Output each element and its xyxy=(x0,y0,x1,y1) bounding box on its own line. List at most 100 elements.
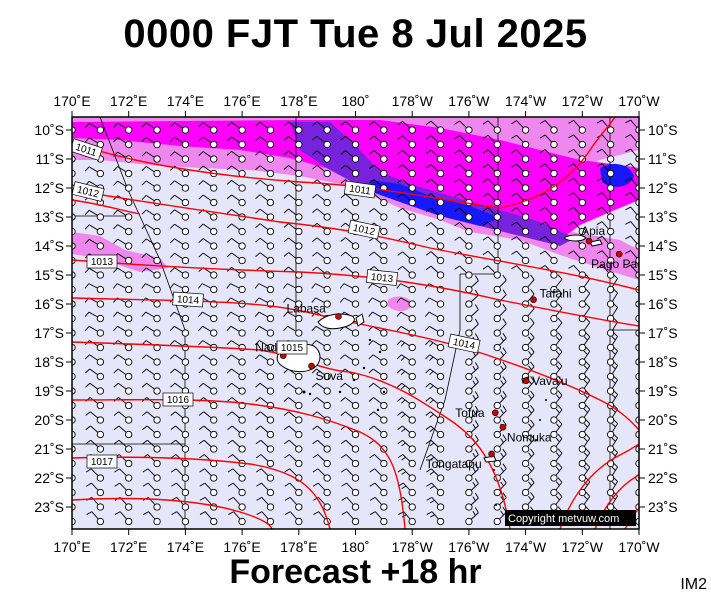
wind-barb xyxy=(170,439,190,453)
wind-barb xyxy=(254,325,275,337)
wind-barb xyxy=(198,223,218,236)
wind-barb xyxy=(170,223,190,236)
wind-barb xyxy=(226,325,246,337)
wind-barb xyxy=(114,468,133,482)
wind-barb xyxy=(596,250,615,265)
wind-barb xyxy=(255,223,275,236)
wind-barb xyxy=(397,120,416,134)
isobar-label: 1015 xyxy=(276,340,308,355)
wind-barb xyxy=(141,311,161,323)
wind-barb xyxy=(397,439,416,453)
isobar-nw xyxy=(72,199,141,215)
wind-barb xyxy=(113,180,133,192)
wind-barb xyxy=(283,136,303,149)
wind-barb xyxy=(141,354,161,366)
wind-barb xyxy=(113,425,133,439)
wind-barb xyxy=(550,346,563,366)
wind-barb xyxy=(426,468,445,482)
wind-barb xyxy=(465,507,479,526)
wind-barb xyxy=(141,283,161,294)
wind-barb xyxy=(397,164,416,178)
wind-barb xyxy=(368,135,388,149)
latitude-label: 16˚S xyxy=(648,296,678,312)
wind-barb xyxy=(254,340,275,352)
svg-text:1011: 1011 xyxy=(349,184,372,198)
svg-text:1016: 1016 xyxy=(167,395,190,406)
latitude-label: 13˚S xyxy=(34,209,64,225)
wind-barb xyxy=(283,208,303,221)
latitude-label: 15˚S xyxy=(34,267,64,283)
wind-barb xyxy=(199,439,218,453)
latitude-label: 18˚S xyxy=(648,354,678,370)
wind-barb xyxy=(312,468,331,482)
wind-barb xyxy=(454,222,473,236)
wind-barb xyxy=(171,482,190,497)
wind-barb xyxy=(425,425,445,439)
wind-barb xyxy=(228,511,246,526)
isobar-label: 1013 xyxy=(366,269,399,286)
place-marker xyxy=(499,423,507,431)
longitude-label: 180˚ xyxy=(341,93,369,109)
wind-barb xyxy=(397,178,416,192)
wind-barb xyxy=(340,340,360,352)
wind-barb xyxy=(465,463,479,482)
wind-barb xyxy=(578,419,591,439)
wind-barb xyxy=(283,121,303,134)
wind-barb xyxy=(596,163,615,178)
wind-barb xyxy=(311,283,331,294)
wind-barb xyxy=(607,477,618,497)
wind-barb xyxy=(578,274,591,294)
wind-barb xyxy=(283,223,303,236)
wind-barb xyxy=(425,164,445,178)
wind-barb xyxy=(340,266,360,279)
wind-barb xyxy=(578,332,591,352)
wind-barb xyxy=(596,264,615,279)
longitude-label: 178˚E xyxy=(280,93,317,109)
wind-barb xyxy=(425,149,445,163)
map-title: 0000 FJT Tue 8 Jul 2025 xyxy=(123,12,588,56)
wind-barb xyxy=(578,404,591,424)
wind-barb xyxy=(198,122,218,134)
wind-barb xyxy=(625,250,639,265)
wind-barb xyxy=(568,177,586,192)
isobar-label: 1012 xyxy=(72,181,105,202)
wind-barb xyxy=(511,250,530,265)
wind-barb xyxy=(396,354,416,366)
wind-barb xyxy=(521,434,535,453)
wind-barb xyxy=(425,120,445,134)
wind-barb xyxy=(397,251,416,265)
wind-barb xyxy=(369,482,388,497)
wind-barb xyxy=(539,134,558,149)
wind-barb xyxy=(283,382,303,395)
wind-barb xyxy=(170,252,190,265)
wind-barb xyxy=(397,222,416,236)
isobars xyxy=(72,117,639,529)
wind-barb xyxy=(169,283,190,294)
wind-barb xyxy=(142,425,161,439)
wind-barb xyxy=(198,397,218,410)
longitude-label: 172˚E xyxy=(110,93,147,109)
wind-barb xyxy=(368,397,388,410)
wind-barb xyxy=(84,354,105,366)
wind-barb xyxy=(198,425,218,439)
wind-barb xyxy=(84,283,105,294)
wind-barb xyxy=(283,266,303,279)
rain-band-heavy xyxy=(290,122,575,246)
wind-barb xyxy=(521,419,535,439)
wind-barb xyxy=(340,382,360,395)
wind-barb xyxy=(340,354,360,366)
wind-barb xyxy=(141,267,161,279)
wind-barb xyxy=(227,411,246,424)
wind-barb xyxy=(482,149,501,163)
place-marker xyxy=(335,313,342,320)
wind-barb xyxy=(454,207,473,221)
wind-barb xyxy=(397,207,416,221)
wind-barb xyxy=(465,376,479,395)
wind-barb xyxy=(198,151,218,163)
wind-barb xyxy=(425,207,445,221)
wind-barb xyxy=(283,194,303,207)
wind-barb xyxy=(340,397,360,410)
wind-barb xyxy=(141,122,161,134)
wind-barb xyxy=(368,208,388,221)
wind-barb xyxy=(511,120,530,134)
